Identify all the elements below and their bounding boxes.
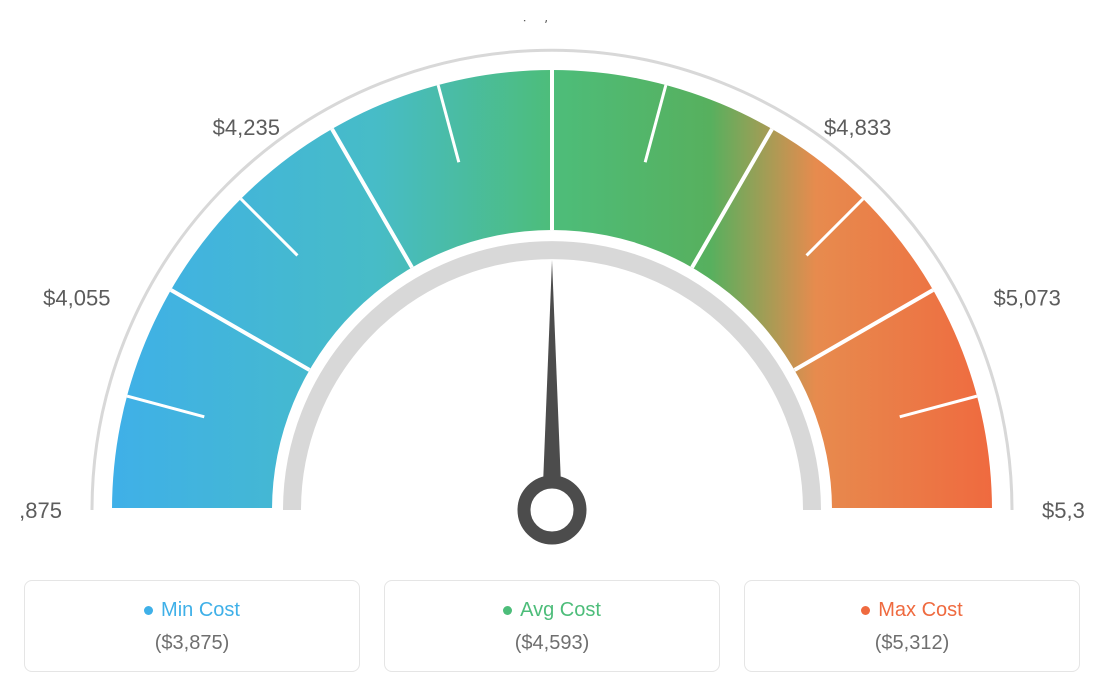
- svg-text:$4,593: $4,593: [518, 20, 585, 25]
- legend-min-dot: [144, 606, 153, 615]
- legend-avg-value: ($4,593): [395, 632, 709, 655]
- legend-max-title-row: Max Cost: [755, 599, 1069, 622]
- svg-text:$4,055: $4,055: [43, 286, 110, 311]
- svg-text:$5,073: $5,073: [994, 286, 1061, 311]
- cost-gauge: $3,875 $4,055 $4,235 $4,593 $4,833 $5,073 $5,3…: [20, 20, 1084, 672]
- legend-card-max: Max Cost ($5,312): [744, 580, 1080, 672]
- legend-max-dot: [861, 606, 870, 615]
- legend-avg-dot: [503, 606, 512, 615]
- legend-max-label: Max Cost: [878, 599, 962, 622]
- svg-text:$4,235: $4,235: [213, 115, 280, 140]
- legend-min-value: ($3,875): [35, 632, 349, 655]
- svg-text:$3,875: $3,875: [20, 498, 62, 523]
- legend-max-value: ($5,312): [755, 632, 1069, 655]
- legend-card-avg: Avg Cost ($4,593): [384, 580, 720, 672]
- gauge-svg: $3,875 $4,055 $4,235 $4,593 $4,833 $5,073 $5,3…: [20, 20, 1084, 560]
- legend-min-label: Min Cost: [161, 599, 240, 622]
- gauge-svg-container: $3,875 $4,055 $4,235 $4,593 $4,833 $5,073 $5,3…: [20, 20, 1084, 560]
- legend-avg-title-row: Avg Cost: [395, 599, 709, 622]
- svg-text:$4,833: $4,833: [824, 115, 891, 140]
- svg-text:$5,312: $5,312: [1042, 498, 1084, 523]
- legend-card-min: Min Cost ($3,875): [24, 580, 360, 672]
- legend-avg-label: Avg Cost: [520, 599, 601, 622]
- legend-min-title-row: Min Cost: [35, 599, 349, 622]
- legend-row: Min Cost ($3,875) Avg Cost ($4,593) Max …: [20, 580, 1084, 672]
